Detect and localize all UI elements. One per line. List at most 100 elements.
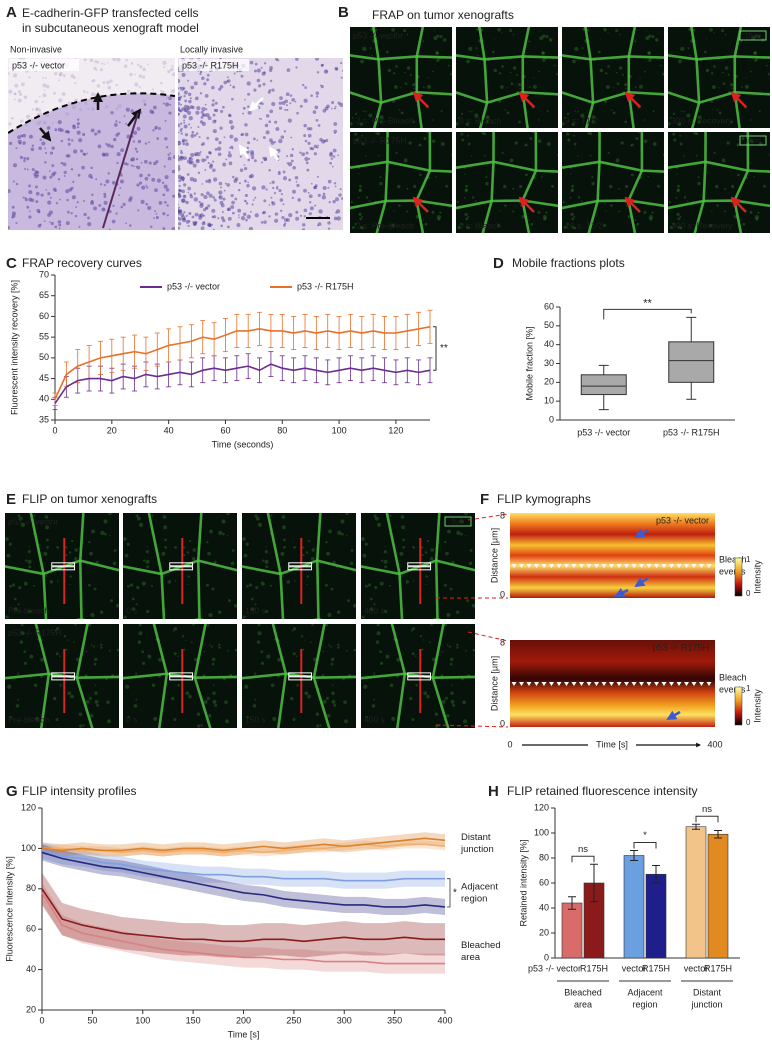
speckle: [426, 694, 430, 699]
nucleus: [38, 146, 42, 151]
bleach-marker: [549, 564, 554, 568]
nucleus: [71, 195, 76, 200]
speckle: [17, 603, 20, 606]
bleach-marker: [579, 564, 584, 568]
nucleus: [274, 212, 279, 216]
bleach-marker: [549, 682, 554, 686]
nucleus: [29, 210, 31, 213]
nucleus: [20, 119, 24, 123]
speckle: [597, 50, 601, 54]
error-band: [42, 842, 445, 889]
speckle: [524, 143, 528, 147]
speckle: [153, 716, 158, 721]
nucleus: [301, 83, 305, 87]
speckle: [23, 581, 28, 586]
speckle: [474, 113, 479, 118]
nucleus: [14, 93, 17, 96]
speckle: [245, 542, 249, 546]
nucleus: [309, 206, 314, 211]
image-bg: [350, 27, 452, 128]
bleach-marker: [526, 564, 532, 568]
nucleus: [130, 62, 134, 65]
nucleus: [207, 116, 212, 121]
speckle: [571, 225, 575, 229]
nucleus: [107, 85, 112, 90]
speckle: [418, 173, 422, 177]
nucleus: [187, 191, 190, 194]
speckle: [387, 68, 392, 73]
speckle: [683, 110, 685, 113]
nucleus: [179, 122, 183, 125]
speckle: [436, 215, 442, 220]
x-tick-label: 0: [507, 739, 512, 749]
bleach-roi: [169, 672, 194, 677]
nucleus: [257, 84, 262, 88]
series-line: [54, 363, 431, 404]
significance: ns: [702, 804, 712, 815]
nucleus: [51, 146, 55, 150]
frap-image: [668, 27, 770, 128]
nucleus: [222, 105, 225, 109]
nucleus: [226, 80, 229, 83]
speckle: [512, 187, 515, 190]
speckle: [450, 699, 455, 704]
speckle: [5, 537, 9, 541]
speckle: [64, 546, 68, 549]
nucleus: [179, 189, 183, 193]
speckle: [72, 641, 75, 644]
speckle: [56, 580, 59, 582]
speckle: [639, 77, 641, 79]
nucleus: [204, 168, 207, 171]
speckle: [403, 158, 408, 163]
nucleus: [43, 220, 46, 222]
nucleus: [299, 151, 302, 154]
nucleus: [94, 132, 98, 136]
y-tick-label: 50: [39, 352, 49, 362]
speckle: [383, 550, 387, 554]
image-caption: 150 s: [245, 714, 266, 724]
speckle: [189, 539, 192, 543]
nucleus: [12, 180, 15, 183]
speckle: [358, 212, 362, 216]
colorbar-tick: 1: [746, 555, 751, 564]
nucleus: [228, 114, 232, 118]
bleach-marker: [571, 564, 577, 568]
nucleus: [49, 196, 52, 199]
speckle: [430, 624, 433, 626]
chart-title: FLIP intensity profiles: [22, 784, 137, 798]
speckle: [363, 684, 368, 689]
speckle: [445, 713, 450, 718]
image-caption: 0 s: [126, 714, 137, 724]
speckle: [378, 133, 381, 136]
speckle: [291, 629, 294, 632]
speckle: [33, 683, 38, 688]
nucleus: [263, 220, 267, 224]
nucleus: [289, 102, 292, 105]
speckle: [406, 66, 411, 70]
legend-label: p53 -/- R175H: [297, 281, 354, 291]
nucleus: [238, 216, 240, 219]
nucleus: [162, 95, 165, 98]
nucleus: [212, 99, 215, 102]
nucleus: [178, 96, 181, 101]
nucleus: [234, 197, 238, 201]
speckle: [545, 35, 549, 39]
nucleus: [57, 220, 62, 224]
speckle: [6, 553, 11, 558]
nucleus: [129, 224, 132, 227]
nucleus: [98, 204, 102, 207]
speckle: [272, 716, 277, 721]
nucleus: [199, 72, 202, 76]
nucleus: [297, 198, 301, 202]
nucleus: [308, 157, 311, 160]
speckle: [574, 110, 576, 112]
speckle: [721, 71, 724, 74]
arrow: [730, 91, 747, 108]
bleach-marker: [541, 682, 547, 686]
nucleus: [206, 191, 210, 195]
speckle: [196, 712, 201, 716]
nucleus: [106, 143, 111, 148]
bleach-marker: [684, 564, 689, 568]
speckle: [200, 724, 203, 727]
panel-title: in subcutaneous xenograft model: [22, 21, 199, 35]
